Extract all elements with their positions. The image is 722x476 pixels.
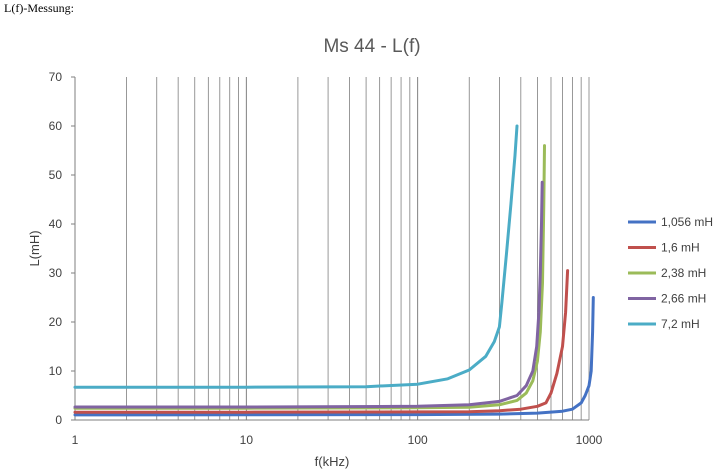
tick-labels: 0 10 20 30 40 50 60 70 1 10 100 1000 [49, 70, 603, 447]
series-line-5 [73, 124, 519, 389]
legend-label: 1,6 mH [661, 241, 700, 255]
axes [74, 77, 589, 421]
x-tick-label: 1 [72, 433, 79, 447]
y-tick-label: 10 [49, 364, 63, 378]
x-axis-label: f(kHz) [315, 454, 350, 469]
y-tick-label: 40 [49, 217, 63, 231]
series-line-3 [73, 144, 546, 410]
y-tick-label: 60 [49, 119, 63, 133]
y-tick-label: 70 [49, 70, 63, 84]
x-tick-label: 1000 [576, 433, 603, 447]
series-lines [73, 124, 595, 417]
legend-label: 1,056 mH [661, 215, 713, 229]
x-tick-label: 10 [240, 433, 254, 447]
document-heading: L(f)-Messung: [4, 1, 74, 15]
legend-label: 2,66 mH [661, 292, 706, 306]
y-tick-label: 50 [49, 168, 63, 182]
y-axis-label: L(mH) [27, 230, 42, 266]
series-line-4 [73, 180, 544, 409]
grid-lines [126, 77, 590, 420]
legend-label: 2,38 mH [661, 266, 706, 280]
series-line-1 [73, 296, 595, 417]
y-tick-label: 20 [49, 315, 63, 329]
legend-label: 7,2 mH [661, 317, 700, 331]
chart-title: Ms 44 - L(f) [323, 36, 420, 57]
x-tick-label: 100 [408, 433, 428, 447]
y-tick-label: 0 [55, 413, 62, 427]
series-line-2 [73, 269, 570, 414]
y-tick-label: 30 [49, 266, 63, 280]
legend: 1,056 mH 1,6 mH 2,38 mH 2,66 mH 7,2 mH [628, 215, 713, 331]
